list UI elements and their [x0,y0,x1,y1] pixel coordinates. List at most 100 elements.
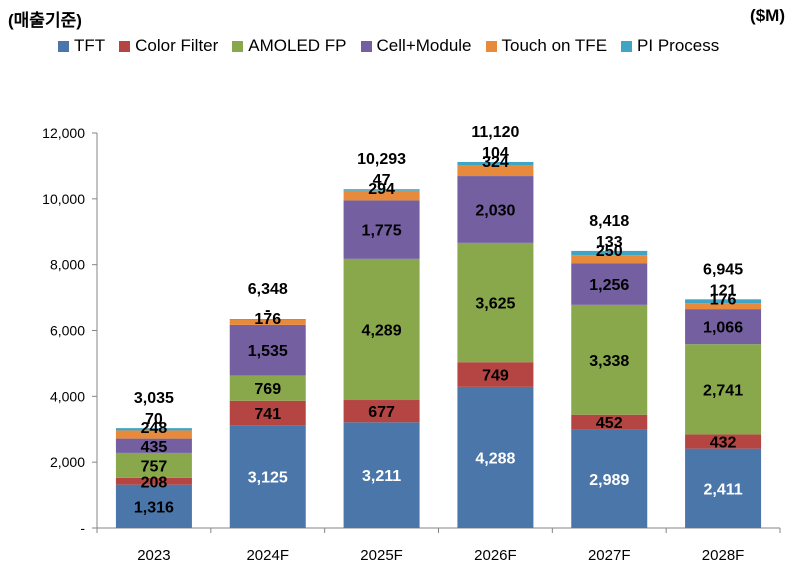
legend-label: AMOLED FP [248,36,347,55]
data-label: 133 [596,234,623,251]
legend-item: Color Filter [119,36,218,56]
data-label: 70 [145,411,163,428]
legend-swatch [58,40,69,52]
data-label: 294 [368,181,395,198]
data-label: 452 [596,415,623,432]
bar-segment-touch-on-tfe [571,255,648,264]
bar-segment-tft [685,448,762,528]
y-tick-label: 4,000 [50,388,85,404]
legend-item: Cell+Module [360,36,472,56]
y-tick-label: 8,000 [50,257,85,273]
data-label: 4,289 [362,322,402,339]
bar-segment-color-filter [229,400,306,426]
data-label: 3,625 [475,296,515,313]
data-label: 769 [254,381,281,398]
bar-segment-touch-on-tfe [685,303,762,310]
total-label: 6,945 [703,261,743,278]
legend-swatch [485,40,497,52]
data-label: 176 [710,291,737,308]
bar-segment-amoled-fp [685,344,762,435]
data-label: 3,338 [589,353,629,370]
bar-segment-pi-process [457,161,534,166]
bar-segment-tft [457,386,534,528]
bar-segment-tft [343,422,420,528]
data-label: - [265,302,270,319]
data-label: 47 [373,172,391,189]
bar-segment-tft [115,484,192,528]
bar-segment-cell-module [115,438,192,453]
data-label: 2,030 [475,202,515,219]
bar-segment-pi-process [571,250,648,256]
data-label: 1,775 [362,223,402,240]
data-label: 757 [141,458,168,475]
bar-segment-amoled-fp [229,375,306,401]
data-label: 324 [482,154,509,171]
legend-swatch [360,40,372,52]
data-label: 104 [482,145,509,162]
data-label: 2,411 [704,481,743,498]
y-tick-label: 10,000 [42,191,85,207]
x-tick-label: 2025F [360,547,403,564]
data-label: 176 [254,311,281,328]
total-label: 8,418 [589,213,629,230]
bar-segment-pi-process [229,319,306,320]
data-label: 1,316 [134,499,174,516]
legend-label: PI Process [637,36,720,55]
y-tick-label: 12,000 [42,125,85,141]
bar-segment-pi-process [685,299,762,304]
y-tick-label: 2,000 [50,454,85,470]
bar-segment-color-filter [571,414,648,430]
y-tick-label: 6,000 [50,323,85,339]
total-label: 11,120 [471,124,519,141]
total-label: 10,293 [357,151,406,168]
bar-segment-touch-on-tfe [457,165,534,177]
data-label: 1,066 [703,320,743,337]
x-tick-label: 2028F [702,547,745,564]
bar-segment-cell-module [343,200,420,259]
bar-segment-pi-process [343,189,420,191]
data-label: 250 [596,243,623,260]
bar-segment-pi-process [115,428,192,431]
unit-label-left: (매출기준) [8,11,82,30]
data-label: 741 [254,406,281,423]
data-label: 121 [710,282,737,299]
data-label: 208 [141,474,168,491]
data-label: 4,288 [475,450,515,467]
bar-segment-cell-module [457,176,534,243]
legend-swatch [621,40,633,52]
bar-segment-amoled-fp [457,242,534,363]
data-label: 248 [141,420,168,437]
bar-segment-touch-on-tfe [115,430,192,439]
bar-segment-color-filter [685,434,762,449]
bar-segment-touch-on-tfe [229,319,306,325]
data-label: 2,989 [589,472,629,489]
bar-segment-amoled-fp [571,304,648,415]
bar-segment-cell-module [229,324,306,376]
bar-segment-tft [229,425,306,528]
unit-label-right: ($M) [750,6,785,25]
legend-item: Touch on TFE [485,36,608,56]
legend-swatch [232,40,244,52]
bar-segment-touch-on-tfe [343,190,420,201]
bar-segment-color-filter [115,477,192,485]
data-label: 3,125 [248,470,288,487]
legend-label: TFT [74,36,106,55]
data-label: 677 [368,404,395,421]
bar-segment-cell-module [571,263,648,305]
y-tick-label: - [80,520,85,536]
data-label: 1,535 [248,343,288,360]
x-tick-label: 2023 [137,547,170,564]
bar-segment-amoled-fp [115,452,192,478]
bar-segment-color-filter [457,362,534,387]
bar-segment-amoled-fp [343,258,420,401]
x-tick-label: 2026F [474,547,517,564]
legend-label: Touch on TFE [501,36,608,55]
bar-segment-tft [571,429,648,528]
data-label: 432 [710,435,737,452]
legend-swatch [119,40,131,52]
data-label: 749 [482,368,509,385]
chart-legend: TFT Color Filter AMOLED FP Cell+Module Touch… [58,36,719,56]
total-label: 3,035 [134,390,174,407]
bar-segment-color-filter [343,400,420,423]
